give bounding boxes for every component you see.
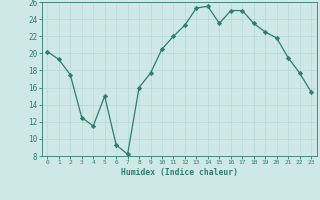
X-axis label: Humidex (Indice chaleur): Humidex (Indice chaleur)	[121, 168, 238, 177]
